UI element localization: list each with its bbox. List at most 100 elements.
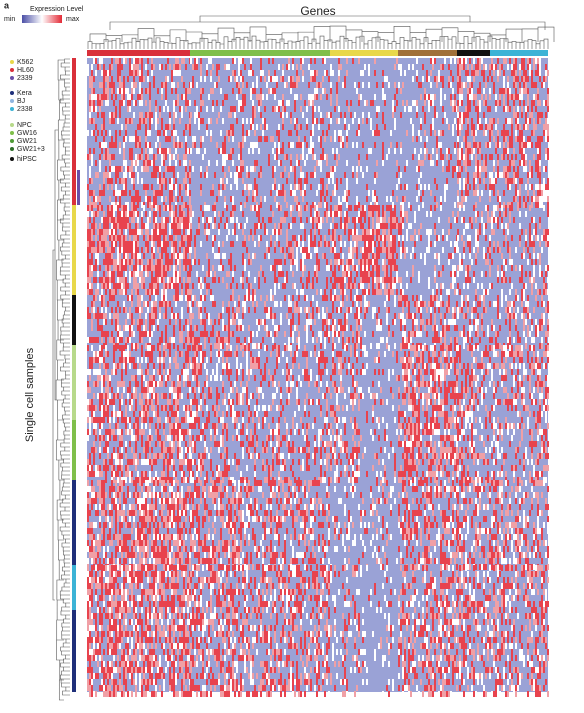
heat-cell — [240, 223, 242, 229]
cluster-segment — [87, 50, 190, 56]
heat-cell — [161, 190, 163, 196]
heat-cell — [479, 178, 481, 184]
heat-cell — [324, 88, 326, 94]
heat-cell — [97, 172, 99, 178]
heat-cell — [198, 217, 200, 223]
heat-cell — [179, 106, 181, 112]
heat-cell — [316, 94, 318, 100]
heat-cell — [242, 130, 244, 136]
heat-cell — [338, 337, 340, 343]
heat-cell — [200, 76, 202, 82]
heat-cell — [507, 313, 509, 319]
heat-cell — [434, 223, 436, 229]
heat-cell — [322, 130, 324, 136]
heat-cell — [115, 142, 117, 148]
heat-cell — [547, 94, 549, 100]
heat-cell — [183, 58, 185, 64]
heat-cell — [434, 205, 436, 211]
heat-cell — [481, 70, 483, 76]
heat-cell — [204, 295, 206, 301]
heat-cell — [344, 277, 346, 283]
heat-cell — [212, 100, 214, 106]
heat-cell — [274, 283, 276, 289]
heat-cell — [545, 229, 547, 235]
heat-cell — [246, 196, 248, 202]
heat-cell — [459, 118, 461, 124]
heat-cell — [378, 283, 380, 289]
heat-cell — [151, 313, 153, 319]
heat-cell — [284, 190, 286, 196]
heat-cell — [242, 178, 244, 184]
heat-cell — [89, 283, 91, 289]
heat-cell — [428, 94, 430, 100]
heat-cell — [109, 283, 111, 289]
heat-cell — [272, 166, 274, 172]
heat-cell — [252, 100, 254, 106]
heat-cell — [101, 94, 103, 100]
heat-cell — [402, 289, 404, 295]
heat-cell — [161, 148, 163, 154]
heat-cell — [539, 265, 541, 271]
heat-cell — [511, 142, 513, 148]
heat-cell — [467, 178, 469, 184]
heat-cell — [320, 118, 322, 124]
heat-cell — [336, 331, 338, 337]
heat-cell — [497, 265, 499, 271]
heat-cell — [543, 76, 545, 82]
heat-cell — [87, 130, 89, 136]
heat-cell — [360, 271, 362, 277]
heat-cell — [232, 331, 234, 337]
heat-cell — [135, 130, 137, 136]
heat-cell — [306, 118, 308, 124]
heat-cell — [276, 154, 278, 160]
heat-cell — [99, 351, 101, 357]
heat-cell — [101, 399, 103, 405]
heat-cell — [547, 265, 549, 271]
heat-cell — [525, 343, 527, 349]
heat-cell — [129, 148, 131, 154]
heat-cell — [372, 277, 374, 283]
heat-cell — [103, 319, 105, 325]
heat-cell — [418, 205, 420, 211]
heat-cell — [169, 319, 171, 325]
heat-cell — [312, 142, 314, 148]
heat-cell — [412, 319, 414, 325]
heat-cell — [410, 313, 412, 319]
heat-cell — [155, 271, 157, 277]
heat-cell — [358, 100, 360, 106]
heat-cell — [452, 130, 454, 136]
heat-cell — [519, 277, 521, 283]
heat-cell — [107, 283, 109, 289]
heat-cell — [141, 265, 143, 271]
heat-cell — [547, 184, 549, 190]
heat-cell — [121, 289, 123, 295]
heat-cell — [264, 325, 266, 331]
heat-cell — [244, 64, 246, 70]
heat-cell — [91, 265, 93, 271]
heat-cell — [509, 88, 511, 94]
heat-cell — [155, 277, 157, 283]
heat-cell — [378, 307, 380, 313]
heat-cell — [517, 337, 519, 343]
heat-cell — [519, 160, 521, 166]
heat-cell — [181, 106, 183, 112]
heat-cell — [320, 202, 322, 208]
heat-cell — [127, 241, 129, 247]
heat-cell — [190, 319, 192, 325]
heat-cell — [467, 331, 469, 337]
heat-cell — [330, 172, 332, 178]
heat-cell — [131, 301, 133, 307]
heat-cell — [340, 205, 342, 211]
heat-cell — [370, 124, 372, 130]
heat-cell — [370, 229, 372, 235]
heat-cell — [224, 337, 226, 343]
heat-cell — [147, 265, 149, 271]
heat-cell — [240, 172, 242, 178]
heat-cell — [400, 277, 402, 283]
heat-cell — [414, 319, 416, 325]
heat-cell — [477, 235, 479, 241]
heat-cell — [459, 58, 461, 64]
heat-cell — [503, 229, 505, 235]
heat-cell — [135, 307, 137, 313]
heat-cell — [95, 405, 97, 411]
